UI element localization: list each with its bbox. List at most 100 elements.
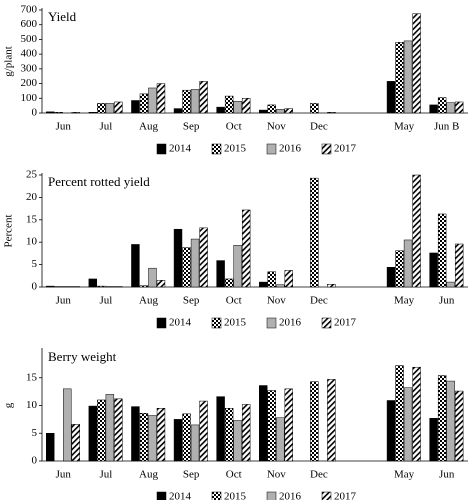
bar [173, 419, 183, 462]
y-tick-label: 100 [21, 92, 38, 104]
y-tick-label: 700 [21, 4, 38, 16]
bar [284, 108, 293, 114]
chart-title: Percent rotted yield [48, 174, 150, 189]
legend-label: 2016 [279, 491, 302, 500]
bar [241, 98, 251, 114]
legend-label: 2014 [169, 143, 192, 155]
y-tick-label: 500 [21, 33, 38, 45]
bar [412, 174, 421, 288]
bar [446, 380, 455, 462]
bar [182, 247, 191, 288]
bar [267, 390, 276, 462]
bar [156, 408, 166, 462]
bar [54, 112, 63, 114]
legend-label: 2014 [169, 491, 192, 500]
y-tick-label: 25 [26, 169, 38, 181]
x-tick-label: Oct [226, 121, 242, 133]
bar [429, 418, 438, 462]
x-tick-label: Aug [139, 121, 158, 133]
bar [105, 394, 115, 462]
bar [429, 104, 438, 114]
bar [403, 239, 413, 288]
y-tick-label: 0 [32, 107, 38, 119]
bar [429, 252, 438, 288]
x-tick-label: Jun [56, 469, 72, 481]
x-tick-label: Jul [99, 121, 112, 133]
bar [216, 396, 225, 462]
bar [148, 415, 157, 462]
x-tick-label: Nov [267, 121, 286, 133]
bar [190, 89, 200, 114]
y-tick-label: 400 [21, 48, 38, 60]
bar [259, 385, 268, 462]
bar [395, 42, 404, 114]
bar [224, 278, 234, 288]
legend-swatch [211, 317, 222, 329]
bar [276, 284, 285, 288]
bar [412, 13, 421, 114]
bar [216, 260, 225, 288]
bar [233, 420, 242, 462]
bar [267, 104, 276, 114]
bar [46, 285, 55, 288]
bar [148, 267, 157, 288]
bar [173, 228, 183, 288]
legend-label: 2016 [279, 317, 302, 329]
bar [114, 101, 123, 114]
legend-label: 2017 [334, 491, 357, 500]
bar [276, 417, 285, 462]
bar [46, 111, 55, 114]
bar [327, 379, 336, 462]
y-tick-label: 15 [26, 371, 38, 383]
x-tick-label: Nov [267, 295, 286, 307]
bar [131, 100, 140, 114]
chart-title: Yield [48, 9, 77, 24]
bar [199, 227, 208, 288]
legend-swatch [266, 143, 277, 155]
bar [395, 250, 404, 288]
bar [182, 413, 191, 462]
bar [97, 399, 106, 462]
bar [139, 285, 149, 288]
x-tick-label: Jun [56, 295, 72, 307]
bar [190, 238, 200, 288]
bar [182, 89, 191, 114]
x-tick-label: Sep [183, 469, 200, 481]
bar [156, 83, 166, 114]
legend-swatch [321, 143, 332, 155]
bar [437, 97, 447, 114]
bar [437, 375, 447, 462]
x-tick-label: Jun [56, 121, 72, 133]
bar [259, 281, 268, 288]
y-tick-label: 0 [32, 455, 38, 467]
chart-title: Berry weight [48, 349, 117, 364]
bar [403, 40, 413, 114]
legend-swatch [156, 317, 167, 329]
bar [437, 213, 447, 288]
y-tick-label: 15 [26, 213, 38, 225]
x-tick-label: Sep [183, 295, 200, 307]
bar [97, 285, 106, 288]
legend-swatch [211, 491, 222, 500]
x-tick-label: Jun [439, 295, 455, 307]
bar [446, 102, 455, 114]
x-tick-label: Aug [139, 295, 158, 307]
bar [276, 109, 285, 114]
bar [412, 366, 421, 462]
x-tick-label: Dec [310, 295, 328, 307]
x-tick-label: Jun [439, 469, 455, 481]
bar [224, 408, 234, 462]
bar [454, 390, 464, 462]
legend-swatch [211, 143, 222, 155]
legend-label: 2015 [224, 491, 247, 500]
bar [454, 243, 464, 288]
bar [173, 108, 183, 114]
x-tick-label: Nov [267, 469, 286, 481]
bar [386, 267, 396, 288]
bar [395, 365, 404, 462]
x-tick-label: Sep [183, 121, 200, 133]
bar [139, 413, 149, 462]
bar [241, 209, 251, 288]
x-tick-label: Dec [310, 469, 328, 481]
